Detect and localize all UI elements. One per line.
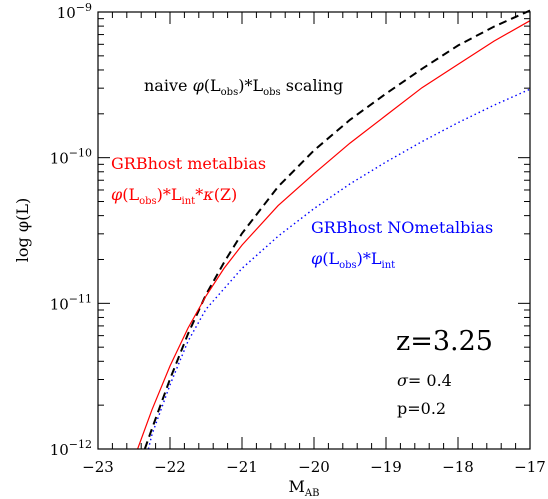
x-tick-label: −21 — [226, 458, 258, 476]
x-tick-label: −17 — [514, 458, 546, 476]
x-tick-label: −22 — [154, 458, 186, 476]
y-tick-label: 10−11 — [50, 292, 92, 313]
metalbias-title: GRBhost metalbias — [111, 154, 266, 173]
naive-scaling-label: naive φ(Lobs)*Lobs scaling — [144, 76, 343, 98]
p-label: p=0.2 — [397, 399, 446, 418]
redshift-label: z=3.25 — [396, 326, 493, 357]
curves — [137, 9, 531, 450]
y-tick-label: 10−9 — [57, 1, 92, 22]
naive-scaling-curve — [143, 9, 531, 450]
tick-labels: −23 −22 −21 −20 −19 −18 −17 10−12 10−11 10−10 10−9 — [50, 1, 546, 476]
sigma-label: σ= 0.4 — [397, 371, 452, 390]
metalbias-curve — [137, 20, 531, 450]
plot-frame — [97, 11, 531, 450]
x-tick-label: −23 — [82, 458, 114, 476]
y-tick-label: 10−10 — [50, 147, 92, 168]
x-tick-label: −18 — [442, 458, 474, 476]
x-axis-label: MAB — [289, 477, 320, 499]
x-tick-label: −19 — [370, 458, 402, 476]
nometalbias-formula: φ(Lobs)*Lint — [311, 249, 395, 271]
y-axis-label: log φ(L) — [13, 198, 32, 262]
y-tick-label: 10−12 — [50, 438, 92, 459]
nometalbias-title: GRBhost NOmetalbias — [311, 218, 493, 237]
x-tick-label: −20 — [298, 458, 330, 476]
metalbias-formula: φ(Lobs)*Lint*κ(Z) — [111, 185, 237, 207]
